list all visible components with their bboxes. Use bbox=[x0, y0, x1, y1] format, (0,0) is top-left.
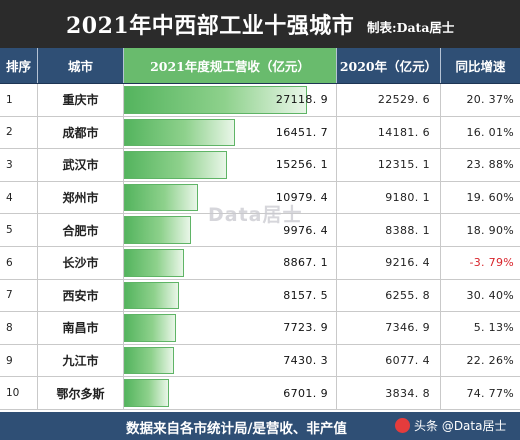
growth-cell: 20. 37% bbox=[466, 93, 514, 107]
footer-logo-text: 头条 @Data居士 bbox=[414, 419, 507, 433]
rank-cell: 1 bbox=[0, 84, 38, 116]
rev-2020-cell: 9180. 1 bbox=[337, 181, 441, 214]
table-row: 4 郑州市 10979. 4 9180. 1 19. 60% bbox=[0, 181, 520, 215]
table-row: 1 重庆市 27118. 9 22529. 6 20. 37% bbox=[0, 84, 520, 117]
table-row: 3 武汉市 15256. 1 12315. 1 23. 88% bbox=[0, 149, 520, 182]
rev-2020-cell: 6255. 8 bbox=[337, 279, 441, 312]
rev-2021-bar bbox=[124, 216, 192, 244]
rank-cell: 8 bbox=[0, 312, 38, 344]
table-body: 1 重庆市 27118. 9 22529. 6 20. 37% 2 成都市 16451. 7 1… bbox=[0, 84, 520, 410]
rev-2021-value: 16451. 7 bbox=[275, 125, 328, 139]
footer-note: 数据来自各市统计局/是营收、非产值 bbox=[126, 421, 347, 437]
rev-2021-bar bbox=[124, 183, 199, 212]
rev-2021-value: 6701. 9 bbox=[283, 386, 328, 400]
growth-cell: 16. 01% bbox=[466, 125, 514, 139]
toutiao-logo-icon bbox=[395, 418, 410, 433]
rev-2021-cell: 9976. 4 bbox=[124, 214, 337, 246]
table-row: 10 鄂尔多斯 6701. 9 3834. 8 74. 77% bbox=[0, 377, 520, 410]
growth-cell: 23. 88% bbox=[466, 158, 514, 172]
growth-cell: 5. 13% bbox=[473, 321, 514, 335]
page-title: 2021年中西部工业十强城市 bbox=[66, 13, 355, 39]
rank-cell: 10 bbox=[0, 377, 38, 409]
growth-cell: 18. 90% bbox=[466, 223, 514, 237]
rev-2021-cell: 27118. 9 bbox=[124, 84, 337, 116]
header-rank: 排序 bbox=[0, 48, 38, 83]
city-cell: 合肥市 bbox=[38, 214, 124, 246]
rank-cell: 2 bbox=[0, 116, 38, 149]
rev-2020-cell: 8388. 1 bbox=[337, 214, 441, 246]
rev-2021-bar bbox=[124, 118, 235, 147]
rev-2021-bar bbox=[124, 248, 184, 277]
rank-cell: 7 bbox=[0, 279, 38, 312]
rev-2021-value: 8157. 5 bbox=[283, 288, 328, 302]
city-cell: 长沙市 bbox=[38, 246, 124, 279]
rev-2021-value: 8867. 1 bbox=[283, 256, 328, 270]
rank-cell: 9 bbox=[0, 344, 38, 377]
rev-2021-cell: 16451. 7 bbox=[124, 116, 337, 149]
table-row: 5 合肥市 9976. 4 8388. 1 18. 90% bbox=[0, 214, 520, 247]
growth-cell: 30. 40% bbox=[466, 288, 514, 302]
rev-2021-bar bbox=[124, 314, 177, 342]
city-cell: 重庆市 bbox=[38, 84, 124, 116]
city-cell: 成都市 bbox=[38, 116, 124, 149]
rev-2021-cell: 8867. 1 bbox=[124, 246, 337, 279]
credit-label: 制表:Data居士 bbox=[367, 20, 455, 35]
rev-2021-cell: 15256. 1 bbox=[124, 149, 337, 181]
rev-2021-bar bbox=[124, 346, 175, 375]
header-growth: 同比增速 bbox=[455, 59, 506, 74]
rev-2021-cell: 7723. 9 bbox=[124, 312, 337, 344]
rev-2021-cell: 7430. 3 bbox=[124, 344, 337, 377]
footer-bar: 数据来自各市统计局/是营收、非产值 头条 @Data居士 bbox=[0, 412, 520, 440]
rev-2020-cell: 9216. 4 bbox=[337, 246, 441, 279]
rank-cell: 6 bbox=[0, 246, 38, 279]
rev-2020-cell: 3834. 8 bbox=[337, 377, 441, 409]
rev-2021-value: 7723. 9 bbox=[283, 321, 328, 335]
rev-2021-bar bbox=[124, 86, 307, 114]
rev-2021-value: 10979. 4 bbox=[275, 191, 328, 205]
rev-2021-bar bbox=[124, 151, 227, 179]
rev-2021-bar bbox=[124, 379, 170, 407]
table-row: 8 南昌市 7723. 9 7346. 9 5. 13% bbox=[0, 312, 520, 345]
rev-2021-cell: 8157. 5 bbox=[124, 279, 337, 312]
city-cell: 鄂尔多斯 bbox=[38, 377, 124, 409]
growth-cell: -3. 79% bbox=[469, 256, 514, 270]
header-rev-2021: 2021年度规工营收（亿元） bbox=[124, 48, 337, 83]
table-row: 9 九江市 7430. 3 6077. 4 22. 26% bbox=[0, 344, 520, 378]
table-row: 6 长沙市 8867. 1 9216. 4 -3. 79% bbox=[0, 246, 520, 280]
city-cell: 南昌市 bbox=[38, 312, 124, 344]
header-rev-2020: 2020年（亿元） bbox=[337, 48, 441, 83]
rev-2021-value: 7430. 3 bbox=[283, 354, 328, 368]
rank-cell: 5 bbox=[0, 214, 38, 246]
title-bar: 2021年中西部工业十强城市 制表:Data居士 bbox=[0, 0, 520, 48]
rev-2020-cell: 6077. 4 bbox=[337, 344, 441, 377]
rev-2021-value: 27118. 9 bbox=[275, 93, 328, 107]
table-row: 2 成都市 16451. 7 14181. 6 16. 01% bbox=[0, 116, 520, 150]
footer-logo: 头条 @Data居士 bbox=[395, 417, 506, 434]
rev-2020-cell: 22529. 6 bbox=[337, 84, 441, 116]
table-row: 7 西安市 8157. 5 6255. 8 30. 40% bbox=[0, 279, 520, 313]
city-cell: 西安市 bbox=[38, 279, 124, 312]
rev-2020-cell: 12315. 1 bbox=[337, 149, 441, 181]
rev-2021-value: 15256. 1 bbox=[275, 158, 328, 172]
growth-cell: 74. 77% bbox=[466, 386, 514, 400]
rev-2020-cell: 14181. 6 bbox=[337, 116, 441, 149]
rev-2021-value: 9976. 4 bbox=[283, 223, 328, 237]
city-cell: 武汉市 bbox=[38, 149, 124, 181]
rev-2021-cell: 10979. 4 bbox=[124, 181, 337, 214]
rev-2021-bar bbox=[124, 281, 179, 310]
table-header: 排序 城市 2021年度规工营收（亿元） 2020年（亿元） 同比增速 bbox=[0, 48, 520, 84]
city-cell: 郑州市 bbox=[38, 181, 124, 214]
header-city: 城市 bbox=[38, 48, 124, 83]
growth-cell: 19. 60% bbox=[466, 191, 514, 205]
growth-cell: 22. 26% bbox=[466, 354, 514, 368]
city-cell: 九江市 bbox=[38, 344, 124, 377]
rank-cell: 4 bbox=[0, 181, 38, 214]
rev-2021-cell: 6701. 9 bbox=[124, 377, 337, 409]
rev-2020-cell: 7346. 9 bbox=[337, 312, 441, 344]
watermark: Data居士 bbox=[208, 204, 303, 226]
rank-cell: 3 bbox=[0, 149, 38, 181]
